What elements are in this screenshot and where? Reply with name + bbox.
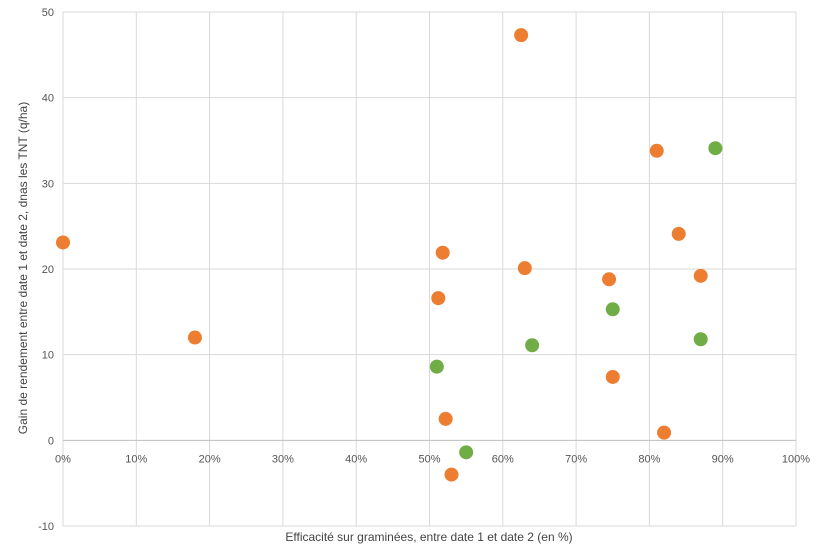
data-point [429, 359, 444, 374]
data-point [605, 369, 620, 384]
x-tick-label: 10% [125, 453, 147, 465]
x-tick-label: 30% [272, 453, 294, 465]
data-point [657, 425, 672, 440]
data-point [431, 291, 446, 306]
x-tick-label: 80% [638, 453, 660, 465]
data-point [438, 411, 453, 426]
data-points [56, 28, 723, 482]
y-tick-label: 10 [42, 350, 54, 362]
y-tick-label: 0 [48, 435, 54, 447]
x-tick-label: 0% [55, 453, 71, 465]
data-point [605, 302, 620, 317]
data-point [693, 268, 708, 283]
x-axis-title: Efficacité sur graminées, entre date 1 e… [285, 530, 572, 544]
data-point [517, 261, 532, 276]
gridlines [62, 11, 797, 527]
data-point [525, 338, 540, 353]
y-tick-label: -10 [38, 521, 54, 533]
data-point [671, 226, 686, 241]
x-tick-label: 60% [492, 453, 514, 465]
x-tick-label: 40% [345, 453, 367, 465]
x-tick-label: 100% [782, 453, 810, 465]
data-point [444, 467, 459, 482]
y-tick-label: 20 [42, 264, 54, 276]
data-point [514, 28, 529, 43]
data-point [435, 245, 450, 260]
data-point [459, 445, 474, 460]
x-tick-label: 90% [712, 453, 734, 465]
tick-labels: 0% 10% 20% 30% 40% 50% 60% 70% 80% 90% 100% -10 0 10 2… [38, 7, 810, 533]
data-point [708, 141, 723, 156]
data-point [56, 235, 70, 250]
x-tick-label: 70% [565, 453, 587, 465]
x-tick-label: 50% [418, 453, 440, 465]
data-point [187, 330, 202, 345]
data-point [693, 332, 708, 347]
data-point [602, 272, 617, 287]
x-tick-label: 20% [199, 453, 221, 465]
y-axis-title: Gain de rendement entre date 1 et date 2… [16, 102, 30, 434]
y-tick-label: 30 [42, 178, 54, 190]
data-point [649, 143, 664, 158]
y-tick-label: 50 [42, 7, 54, 19]
y-tick-label: 40 [42, 93, 54, 105]
